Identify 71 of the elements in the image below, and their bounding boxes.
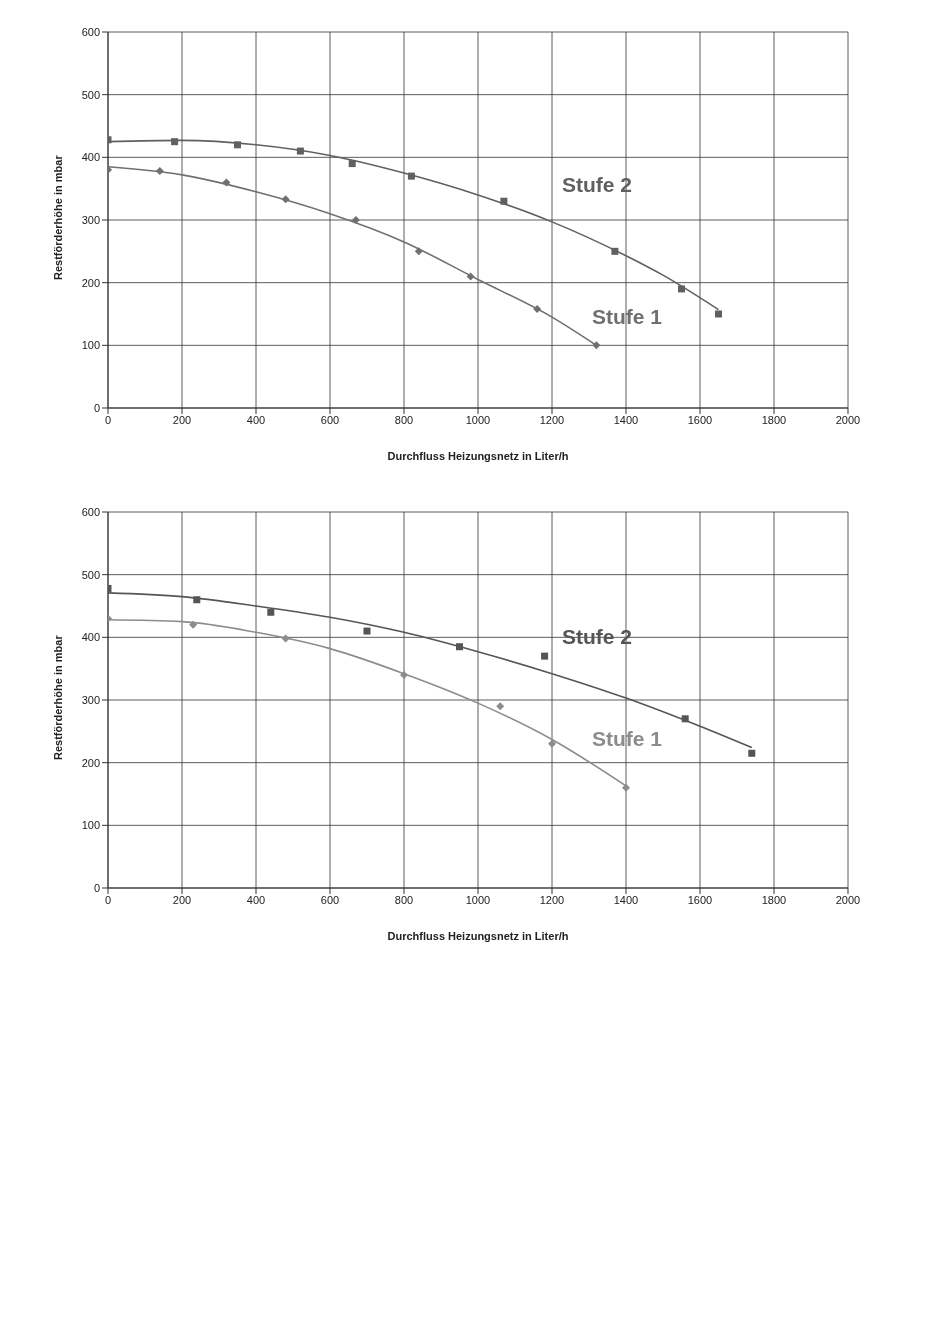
y-tick-label: 500: [81, 568, 100, 581]
point: [414, 247, 423, 256]
point: [348, 160, 356, 168]
x-tick-label: 600: [320, 893, 340, 906]
y-tick-label: 300: [81, 693, 100, 706]
x-tick-label: 1200: [539, 413, 565, 426]
point: [533, 304, 542, 313]
point: [496, 702, 505, 711]
point: [715, 310, 722, 318]
point: [193, 596, 201, 604]
point: [748, 749, 756, 757]
point: [541, 652, 549, 660]
point: [681, 715, 689, 723]
x-tick-label: 200: [172, 893, 192, 906]
y-tick-label: 400: [81, 151, 100, 164]
x-tick-label: 2000: [835, 893, 861, 906]
point: [267, 608, 275, 616]
x-tick-label: 1400: [613, 413, 639, 426]
y-axis-title: Restförderhöhe in mbar: [51, 154, 64, 280]
x-tick-label: 800: [394, 893, 414, 906]
x-axis-title: Durchfluss Heizungsnetz in Liter/h: [387, 450, 569, 462]
point: [363, 627, 371, 635]
y-tick-label: 200: [81, 756, 100, 769]
y-tick-label: 300: [81, 213, 100, 226]
point: [407, 172, 415, 180]
x-tick-label: 0: [104, 893, 112, 906]
y-tick-label: 0: [93, 401, 100, 414]
y-tick-label: 100: [81, 819, 100, 832]
x-tick-label: 1400: [613, 893, 639, 906]
y-tick-label: 600: [81, 505, 100, 518]
point: [456, 643, 463, 651]
point: [548, 739, 556, 748]
y-tick-label: 500: [81, 88, 100, 101]
x-tick-label: 400: [246, 413, 266, 426]
point: [466, 272, 475, 281]
point: [351, 216, 360, 224]
y-tick-label: 100: [81, 339, 100, 352]
x-tick-label: 400: [246, 893, 266, 906]
text: Stufe 2: [562, 172, 633, 196]
y-tick-label: 400: [81, 631, 100, 644]
x-tick-label: 600: [320, 413, 340, 426]
x-tick-label: 1600: [687, 413, 713, 426]
point: [500, 197, 508, 205]
x-tick-label: 0: [104, 413, 112, 426]
x-tick-label: 1800: [761, 413, 787, 426]
point: [296, 147, 304, 155]
x-axis-title: Durchfluss Heizungsnetz in Liter/h: [387, 930, 569, 942]
point: [611, 247, 619, 255]
point: [622, 783, 630, 792]
point: [155, 167, 164, 176]
x-tick-label: 1200: [539, 893, 565, 906]
x-tick-label: 200: [172, 413, 192, 426]
x-tick-label: 1000: [465, 413, 491, 426]
point: [171, 138, 179, 146]
x-tick-label: 1800: [761, 893, 787, 906]
y-tick-label: 600: [81, 25, 100, 38]
y-tick-label: 200: [81, 276, 100, 289]
point: [281, 634, 290, 643]
point: [281, 195, 290, 204]
y-axis-title: Restförderhöhe in mbar: [51, 634, 64, 760]
point: [222, 178, 231, 187]
point: [678, 285, 685, 293]
x-tick-label: 800: [394, 413, 414, 426]
x-tick-label: 1600: [687, 893, 713, 906]
point: [189, 620, 198, 629]
x-tick-label: 1000: [465, 893, 491, 906]
point: [234, 141, 241, 149]
x-tick-label: 2000: [835, 413, 861, 426]
point: [592, 341, 601, 350]
y-tick-label: 0: [93, 881, 100, 894]
point: [400, 670, 408, 679]
